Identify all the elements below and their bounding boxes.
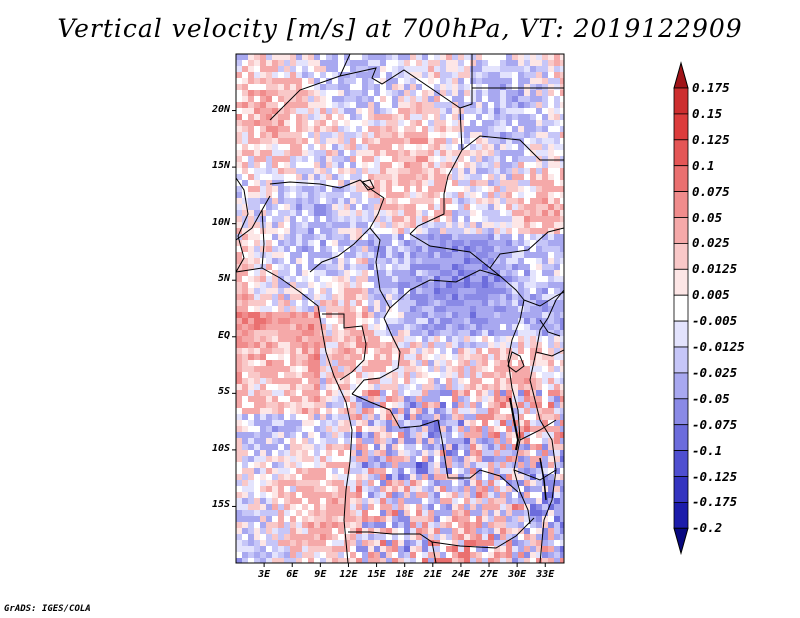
lat-label: 20N [211, 103, 230, 115]
colorbar-swatch [673, 87, 689, 115]
colorbar-swatch [673, 476, 689, 503]
colorbar-label: 0.0125 [692, 261, 738, 277]
colorbar-label: 0.15 [692, 105, 723, 121]
lon-label: 27E [479, 569, 499, 580]
border-sudan-ssudan [489, 227, 564, 269]
lat-label: 15S [211, 499, 230, 511]
colorbar-swatch [673, 165, 689, 192]
border-niger-algeria [269, 67, 461, 121]
colorbar-swatch [673, 424, 689, 452]
lon-label: 9E [314, 569, 327, 580]
colorbar-swatch [673, 242, 689, 270]
border-nigeria-niger [269, 179, 385, 199]
colorbar-swatch [673, 139, 689, 167]
border-chad-sudan [461, 87, 564, 161]
lat-label: 10N [211, 216, 230, 228]
colorbar-swatch [673, 268, 689, 296]
coastline-east [529, 289, 564, 563]
lat-label: EQ [217, 329, 230, 341]
border-east-lakes [535, 319, 564, 357]
border-namibia [431, 541, 437, 563]
border-congo-drc [351, 317, 401, 395]
lake-chad [361, 179, 375, 191]
border-libya [339, 54, 473, 109]
lon-label: 15E [367, 569, 386, 580]
colorbar-label: 0.075 [692, 183, 730, 199]
colorbar-swatch [673, 372, 689, 400]
lon-label: 21E [423, 569, 442, 580]
colorbar-swatch [673, 113, 689, 141]
lat-label: 5N [217, 273, 230, 285]
lon-label: 12E [339, 569, 358, 580]
colorbar-bottom-arrow [673, 527, 689, 556]
border-congo-gabon [322, 313, 367, 381]
coastline-west [236, 267, 353, 563]
plot-frame [235, 53, 565, 564]
colorbar-swatch [673, 217, 689, 244]
colorbar-label: 0.125 [692, 131, 730, 147]
colorbar-label: 0.05 [692, 209, 723, 225]
lon-label: 30E [508, 569, 527, 580]
colorbar-swatch [673, 450, 689, 477]
velocity-field [236, 54, 564, 563]
border-ssudan-drc [523, 291, 564, 307]
lon-label: 24E [451, 569, 470, 580]
border-tanzania [513, 419, 557, 481]
coastline-west-north [236, 177, 249, 273]
lat-label: 5S [217, 386, 230, 398]
colorbar-swatch [673, 294, 689, 322]
colorbar-label: 0.1 [692, 157, 715, 173]
map-title: Vertical velocity [m/s] at 700hPa, VT: 2… [57, 14, 743, 43]
colorbar-label: 0.005 [692, 287, 730, 303]
lat-label: 10S [211, 442, 230, 454]
colorbar-swatch [673, 398, 689, 426]
lake-malawi [539, 457, 547, 501]
lake-tanganyika [509, 397, 520, 451]
lat-label: 15N [211, 160, 230, 172]
country-borders [236, 54, 564, 563]
colorbar-label: -0.175 [692, 494, 738, 510]
credit-text: GrADS: IGES/COLA [4, 604, 91, 614]
colorbar-label: -0.075 [692, 416, 738, 432]
colorbar-label: 0.025 [692, 235, 730, 251]
lon-label: 6E [286, 569, 299, 580]
colorbar-top-arrow [673, 61, 689, 89]
colorbar-label: 0.175 [692, 80, 730, 95]
border-chad-car [409, 233, 501, 277]
colorbar-label: -0.025 [692, 364, 738, 380]
colorbar-label: -0.2 [692, 520, 723, 536]
lake-victoria [507, 351, 525, 373]
colorbar-label: -0.0125 [692, 339, 745, 354]
border-ghana-togo [236, 195, 271, 269]
colorbar-swatch [673, 191, 689, 218]
lon-label: 18E [395, 569, 414, 580]
lon-label: 33E [536, 569, 555, 580]
colorbar-label: -0.005 [692, 313, 738, 329]
colorbar [673, 61, 689, 556]
border-drc-east [507, 299, 531, 525]
border-nigeria-cameroon [309, 197, 385, 273]
colorbar-label: -0.125 [692, 468, 738, 484]
colorbar-swatch [673, 320, 689, 348]
border-cameroon-car [369, 227, 391, 319]
border-drc-angola [351, 393, 519, 493]
colorbar-label: -0.1 [692, 442, 723, 458]
colorbar-swatch [673, 346, 689, 374]
lon-label: 3E [258, 569, 271, 580]
border-car-south [389, 269, 525, 309]
colorbar-swatch [673, 501, 689, 529]
colorbar-label: -0.05 [692, 390, 730, 406]
